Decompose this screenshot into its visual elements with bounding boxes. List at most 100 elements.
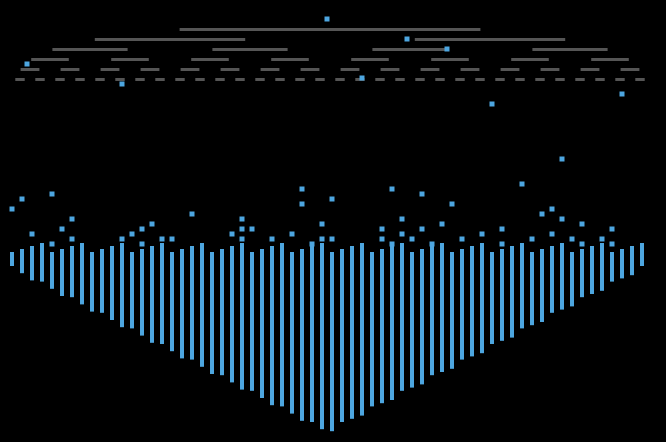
value-bar (310, 246, 314, 422)
value-bar (210, 252, 214, 374)
value-bar (510, 246, 514, 338)
value-bar (100, 249, 104, 313)
value-bar (550, 246, 554, 313)
value-bar (110, 246, 114, 320)
tree-node-bar (372, 48, 448, 51)
bar-series (10, 243, 644, 432)
tree-node-bar (75, 78, 85, 81)
tree-node-bar (475, 78, 485, 81)
tree-node-bar (415, 78, 425, 81)
data-dot (329, 196, 335, 202)
tree-node-bar (175, 78, 185, 81)
data-dot (519, 181, 525, 187)
data-dot (129, 231, 135, 237)
data-dot (24, 61, 30, 67)
value-bar (500, 249, 504, 341)
tree-node-bar (115, 78, 125, 81)
tree-node-bar (340, 68, 360, 71)
data-dot (329, 236, 335, 242)
tree-node-bar (455, 78, 465, 81)
tree-node-bar (260, 68, 280, 71)
value-bar (300, 249, 304, 421)
tree-node-bar (515, 78, 525, 81)
tree-node-bar (15, 78, 25, 81)
value-bar (340, 249, 344, 422)
value-bar (190, 246, 194, 360)
tree-node-bar (580, 68, 600, 71)
tree-node-bar (55, 78, 65, 81)
value-bar (40, 243, 44, 282)
value-bar (430, 246, 434, 376)
value-bar (400, 243, 404, 391)
tree-node-bar (540, 68, 560, 71)
value-bar (460, 249, 464, 360)
value-bar (250, 252, 254, 391)
tree-node-bar (20, 68, 40, 71)
data-dot (309, 241, 315, 247)
data-dot (609, 241, 615, 247)
tree-node-bar (420, 68, 440, 71)
tree-node-bar (435, 78, 445, 81)
data-dot (269, 236, 275, 242)
data-dot (579, 221, 585, 227)
tree-node-bar (180, 68, 200, 71)
data-dot (359, 75, 365, 81)
tree-node-bar (500, 68, 520, 71)
tree-node-bar (35, 78, 45, 81)
data-dot (189, 211, 195, 217)
value-bar (80, 243, 84, 305)
data-dot (69, 216, 75, 222)
value-bar (120, 243, 124, 328)
tree-node-bar (111, 58, 149, 61)
data-dot (319, 221, 325, 227)
value-bar (130, 252, 134, 329)
data-dot (539, 211, 545, 217)
data-dot (529, 236, 535, 242)
value-bar (380, 249, 384, 404)
value-bar (230, 246, 234, 383)
value-bar (600, 243, 604, 291)
value-bar (480, 243, 484, 354)
value-bar (320, 243, 324, 430)
value-bar (390, 246, 394, 400)
data-dot (619, 91, 625, 97)
data-dot (299, 201, 305, 207)
value-bar (70, 246, 74, 298)
value-bar (450, 252, 454, 369)
value-bar (420, 249, 424, 385)
data-dot (429, 241, 435, 247)
data-dot (319, 236, 325, 242)
value-bar (280, 243, 284, 407)
tree-node-bar (255, 78, 265, 81)
data-dot (69, 236, 75, 242)
tree-node-bar (220, 68, 240, 71)
data-dot (379, 226, 385, 232)
data-dot (399, 216, 405, 222)
data-dot (239, 226, 245, 232)
data-dot (229, 231, 235, 237)
data-dot (419, 191, 425, 197)
value-bar (440, 243, 444, 372)
tree-node-bar (215, 78, 225, 81)
data-dot (149, 221, 155, 227)
data-dot (389, 241, 395, 247)
data-dot (49, 191, 55, 197)
data-dot (239, 236, 245, 242)
tree-node-bar (395, 78, 405, 81)
tree-node-bar (495, 78, 505, 81)
data-dot (549, 231, 555, 237)
data-dot (324, 16, 330, 22)
value-bar (530, 252, 534, 326)
tree-node-bar (591, 58, 629, 61)
tree-node-bar (620, 68, 640, 71)
tree-node-bar (511, 58, 549, 61)
data-dot (459, 236, 465, 242)
data-dot (139, 241, 145, 247)
tree-node-bar (94, 38, 246, 41)
tree-node-bar (380, 68, 400, 71)
tree-node-bar (135, 78, 145, 81)
value-bar (170, 252, 174, 352)
data-dot (444, 46, 450, 52)
value-bar (20, 249, 24, 274)
